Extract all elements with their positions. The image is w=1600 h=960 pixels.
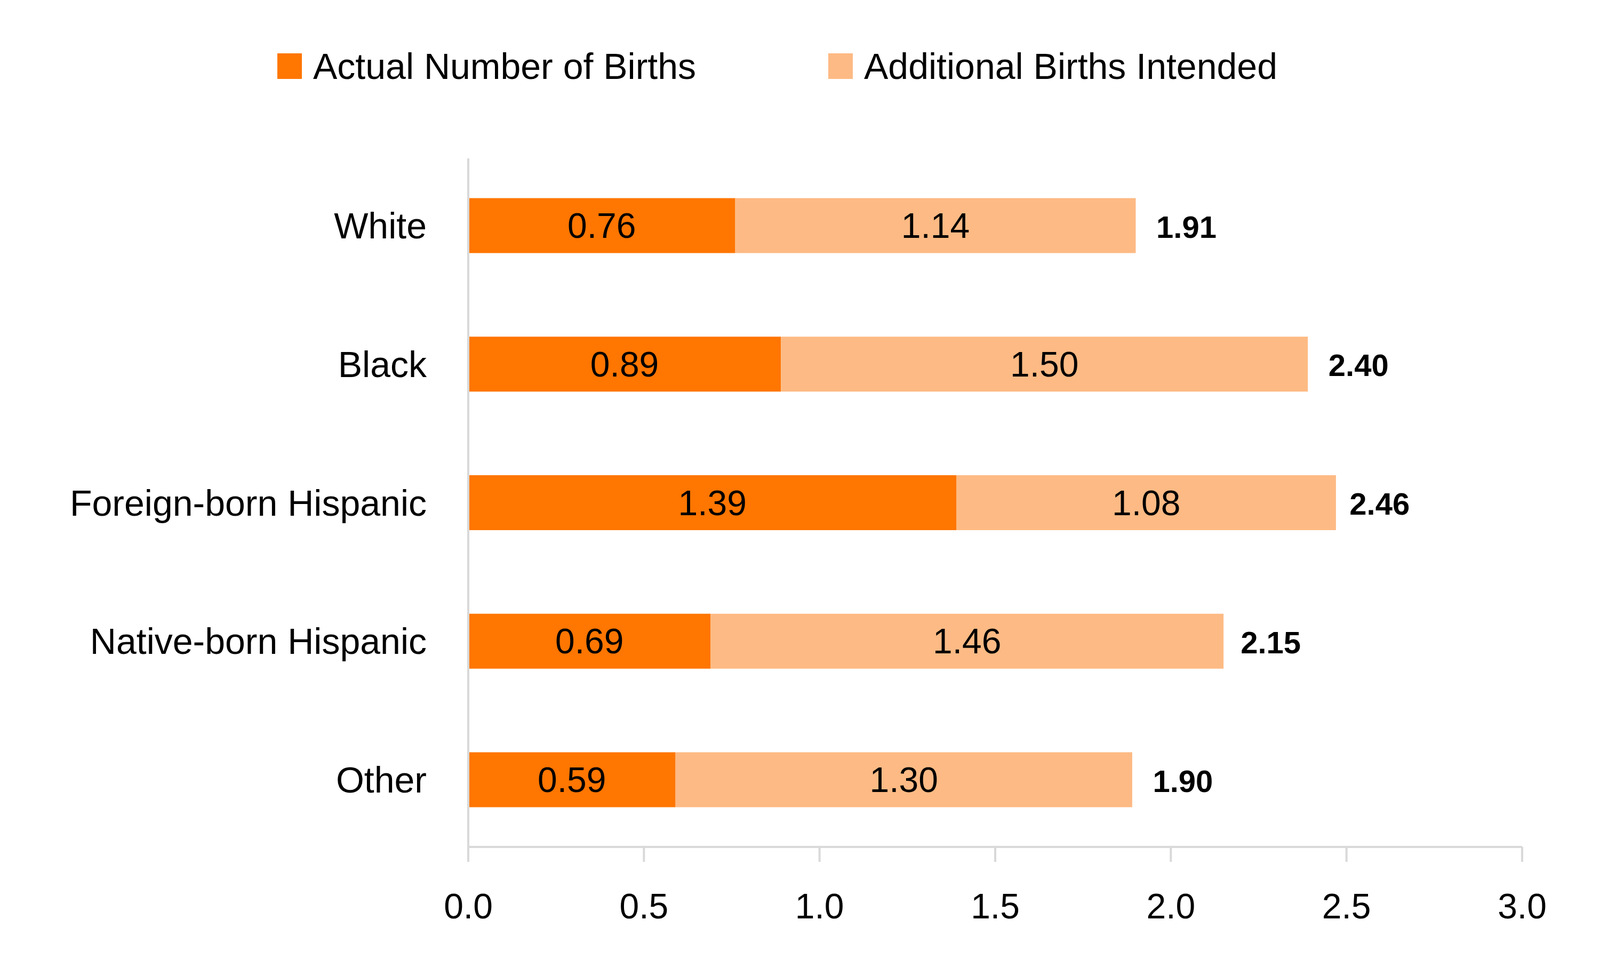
category-label: Native-born Hispanic [90,620,427,662]
y-axis-line [467,158,470,847]
data-labels: 0.76 0.89 1.39 0.69 0.59 1.14 1.50 1.08 1.46 1.30 [537,205,1181,800]
bar-segment [710,613,1224,669]
x-tick [642,846,645,862]
data-label: 0.76 [567,205,636,246]
x-tick [1345,846,1348,862]
total-label: 2.46 [1349,486,1410,522]
legend: Actual Number of Births Additional Births… [277,45,1278,87]
legend-label: Actual Number of Births [313,45,696,87]
bars [468,198,1336,808]
category-label: Foreign-born Hispanic [69,482,427,524]
data-label: 1.39 [678,483,747,523]
bar-segment [956,475,1336,531]
chart-container: 0.76 0.89 1.39 0.69 0.59 1.14 1.50 1.08 1.46 1.30… [0,0,1600,960]
bar-segment [675,752,1133,808]
category-label: White [333,205,427,246]
bar-segment [468,198,736,254]
x-tick-label: 0.5 [619,886,669,926]
x-tick-label: 0.0 [443,886,493,926]
x-tick-label: 2.0 [1146,886,1196,926]
bar-segment [468,336,781,392]
chart-svg: 0.76 0.89 1.39 0.69 0.59 1.14 1.50 1.08 1.46 1.30… [0,0,1600,960]
bar-segment [468,752,676,808]
legend-label: Additional Births Intended [864,45,1278,87]
total-label: 2.15 [1240,625,1301,660]
bar-segment [468,613,711,669]
data-label: 1.14 [901,205,970,246]
x-tick-label: 1.5 [970,886,1020,926]
bar-segment [780,336,1308,392]
total-label: 1.91 [1156,209,1217,245]
data-label: 0.59 [537,760,606,800]
bar-segment [468,475,957,531]
data-label: 1.46 [932,621,1002,661]
legend-swatch [828,53,853,79]
x-tick [994,846,997,862]
bar-segment [735,198,1136,254]
x-tick-label: 1.0 [795,886,845,926]
data-label: 1.30 [869,760,939,800]
legend-swatch [277,53,302,79]
total-label: 2.40 [1328,347,1389,383]
data-label: 1.08 [1112,483,1181,523]
x-tick [467,846,470,862]
x-tick [1169,846,1172,862]
x-tick [818,846,821,862]
category-label: Black [338,344,428,385]
x-tick-label: 3.0 [1497,886,1547,926]
x-tick [1521,846,1524,862]
x-tick-label: 2.5 [1322,886,1372,926]
data-label: 0.89 [590,344,659,384]
total-label: 1.90 [1152,763,1213,799]
data-label: 1.50 [1010,344,1079,384]
category-label: Other [336,759,427,800]
data-label: 0.69 [555,621,624,661]
